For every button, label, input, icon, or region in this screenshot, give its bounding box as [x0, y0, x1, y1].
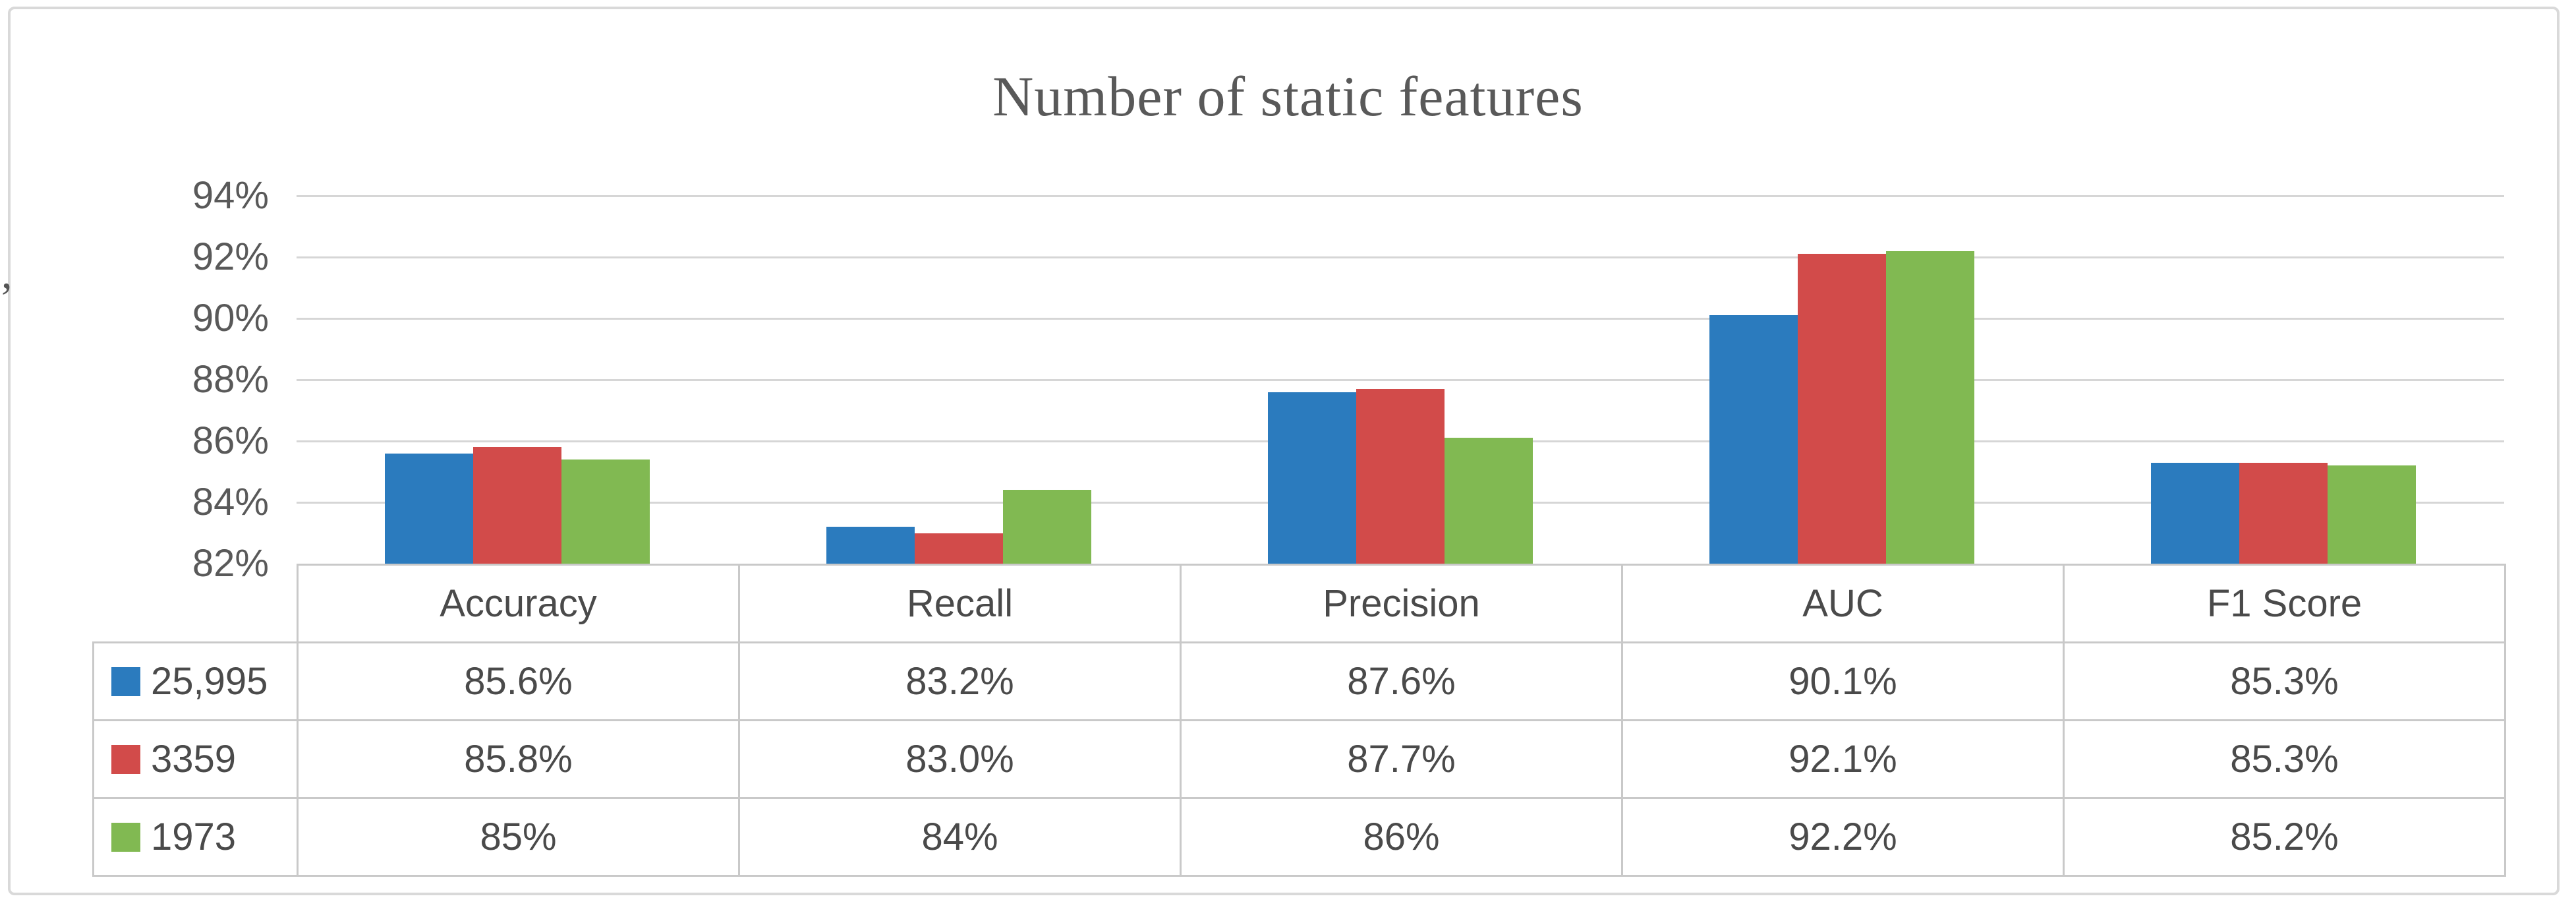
bar-25-995-f1-score [2151, 462, 2239, 564]
table-cell-25-995-precision: 87.6% [1180, 641, 1623, 721]
legend-swatch-25-995-icon [111, 667, 140, 696]
table-row-1973: 1973 85% 84% 86% 92.2% 85.2% [92, 797, 2506, 877]
series-label-1973: 1973 [151, 815, 237, 858]
column-header-f1-score: F1 Score [2063, 564, 2506, 643]
table-cell-3359-auc: 92.1% [1621, 719, 2065, 799]
table-cell-25-995-recall: 83.2% [738, 641, 1182, 721]
bar-25-995-auc [1709, 315, 1798, 564]
bar-3359-f1-score [2239, 462, 2328, 564]
y-axis-tick-label-88: 88% [192, 358, 269, 401]
table-cell-1973-precision: 86% [1180, 797, 1623, 877]
y-axis-tick-label-90: 90% [192, 297, 269, 340]
gridline-94 [297, 195, 2504, 197]
gridline-88 [297, 379, 2504, 381]
y-axis-tick-label-82: 82% [192, 542, 269, 585]
column-header-auc: AUC [1621, 564, 2065, 643]
table-cell-1973-auc: 92.2% [1621, 797, 2065, 877]
bar-25-995-precision [1268, 392, 1356, 564]
y-axis-tick-label-84: 84% [192, 481, 269, 523]
column-header-recall: Recall [738, 564, 1182, 643]
legend-swatch-1973-icon [111, 822, 140, 852]
series-label-3359: 3359 [151, 738, 237, 781]
bar-1973-auc [1886, 251, 1974, 564]
y-axis-tick-label-92: 92% [192, 235, 269, 278]
table-cell-1973-accuracy: 85% [297, 797, 740, 877]
table-row-3359: 3359 85.8% 83.0% 87.7% 92.1% 85.3% [92, 719, 2506, 799]
table-cell-3359-f1-score: 85.3% [2063, 719, 2506, 799]
table-header-row: Accuracy Recall Precision AUC F1 Score [94, 564, 2506, 643]
legend-cell-1973: 1973 [92, 797, 299, 877]
table-cell-25-995-f1-score: 85.3% [2063, 641, 2506, 721]
legend-cell-3359: 3359 [92, 719, 299, 799]
legend-swatch-3359-icon [111, 744, 140, 774]
bar-25-995-recall [826, 527, 915, 564]
chart-title: Number of static features [992, 65, 1584, 128]
column-header-accuracy: Accuracy [297, 564, 740, 643]
table-cell-3359-recall: 83.0% [738, 719, 1182, 799]
legend-cell-25-995: 25,995 [92, 641, 299, 721]
bar-3359-precision [1356, 388, 1445, 564]
bar-1973-recall [1003, 490, 1091, 564]
data-table: Accuracy Recall Precision AUC F1 Score 25,995… [92, 564, 2506, 877]
bar-3359-accuracy [473, 447, 561, 564]
column-header-precision: Precision [1180, 564, 1623, 643]
table-row-25-995: 25,995 85.6% 83.2% 87.6% 90.1% 85.3% [92, 641, 2506, 721]
bar-1973-accuracy [561, 459, 650, 564]
table-cell-1973-f1-score: 85.2% [2063, 797, 2506, 877]
bar-1973-f1-score [2328, 465, 2416, 564]
gridline-92 [297, 256, 2504, 258]
table-cell-1973-recall: 84% [738, 797, 1182, 877]
table-cell-25-995-auc: 90.1% [1621, 641, 2065, 721]
table-cell-3359-accuracy: 85.8% [297, 719, 740, 799]
bar-3359-recall [915, 533, 1003, 564]
y-axis-tick-label-86: 86% [192, 419, 269, 462]
table-cell-25-995-accuracy: 85.6% [297, 641, 740, 721]
bar-1973-precision [1445, 438, 1533, 564]
series-label-25-995: 25,995 [151, 660, 268, 703]
bar-3359-auc [1798, 254, 1886, 564]
table-cell-3359-precision: 87.7% [1180, 719, 1623, 799]
gridline-90 [297, 318, 2504, 320]
document-stray-comma: , [1, 250, 13, 298]
y-axis-tick-label-94: 94% [192, 174, 269, 217]
bar-25-995-accuracy [385, 453, 473, 564]
